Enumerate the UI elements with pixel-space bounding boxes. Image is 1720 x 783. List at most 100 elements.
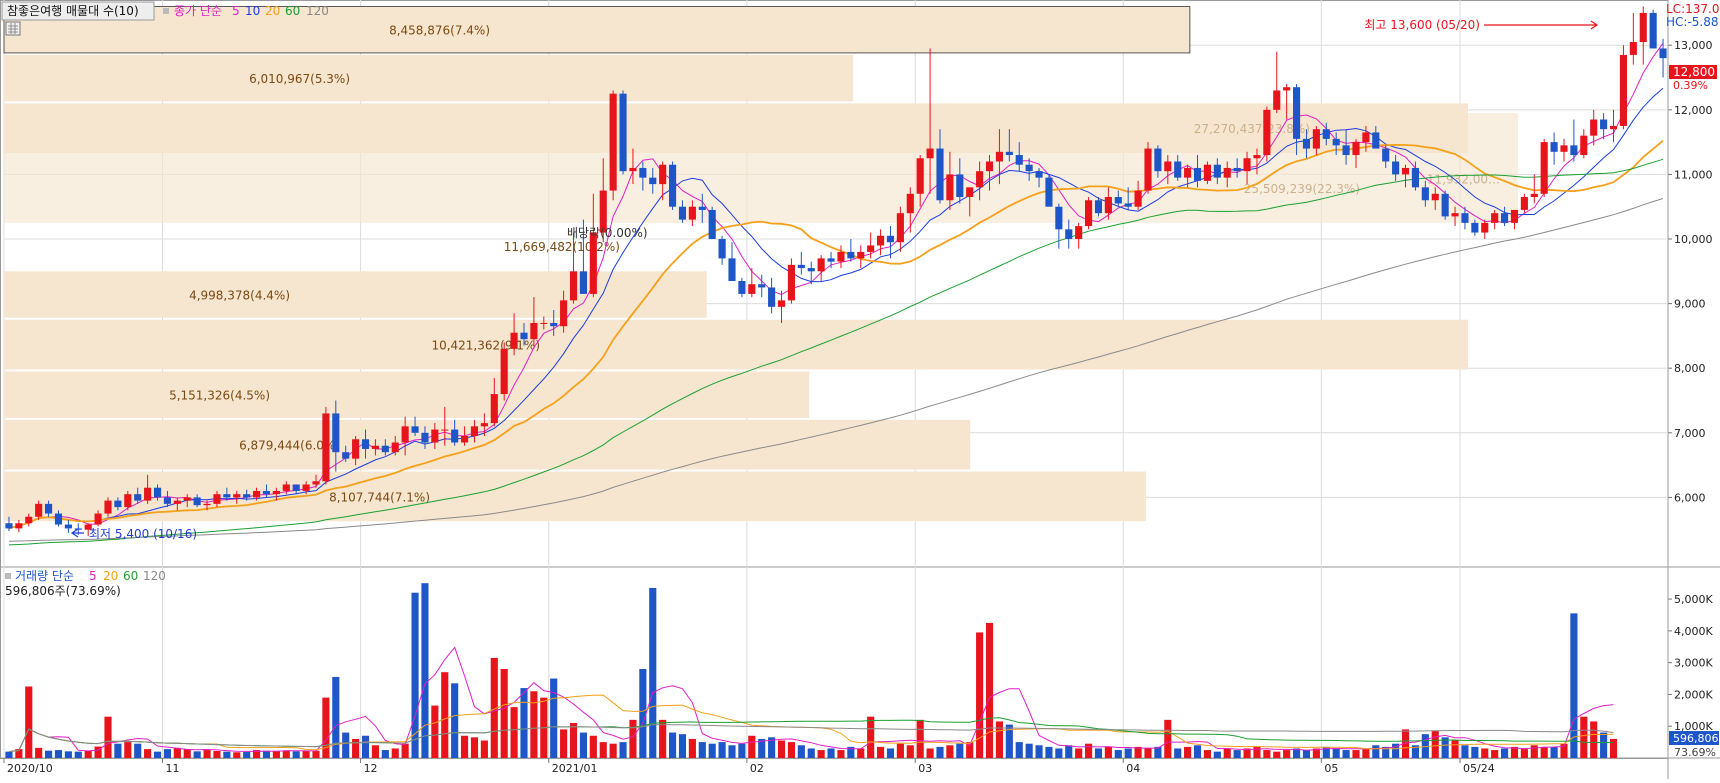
candle-body[interactable] [183,497,191,501]
volume-bar[interactable] [827,748,835,758]
volume-bar[interactable] [223,751,231,758]
volume-bar[interactable] [1213,751,1221,758]
volume-bar[interactable] [480,740,488,758]
volume-bar[interactable] [510,707,518,758]
volume-bar[interactable] [599,742,607,758]
ma120-legend[interactable]: 120 [306,4,329,18]
volume-bar[interactable] [461,735,469,758]
vol-ma120-legend[interactable]: 120 [143,569,166,583]
volume-bar[interactable] [153,751,162,758]
candle-body[interactable] [1461,213,1469,223]
candle-body[interactable] [1035,171,1043,178]
volume-bar[interactable] [797,745,805,758]
volume-bar[interactable] [1580,716,1588,758]
candle-body[interactable] [1342,145,1350,156]
candle-body[interactable] [114,500,122,508]
candle-body[interactable] [758,284,766,288]
volume-bar[interactable] [1184,746,1192,758]
candle-body[interactable] [1372,132,1380,149]
volume-bar[interactable] [183,749,191,758]
candle-body[interactable] [1213,164,1221,178]
volume-bar[interactable] [470,737,479,758]
volume-bar[interactable] [1273,751,1281,758]
volume-bar[interactable] [203,750,211,758]
candle-body[interactable] [985,161,994,172]
candle-body[interactable] [560,300,568,327]
candle-body[interactable] [312,481,320,485]
volume-bar[interactable] [1045,746,1053,758]
volume-bar[interactable] [1540,746,1548,758]
candle-body[interactable] [1520,197,1528,210]
volume-bar[interactable] [718,742,726,758]
volume-bar[interactable] [1005,724,1013,758]
volume-bar[interactable] [916,719,924,758]
volume-bar[interactable] [64,751,72,758]
volume-bar[interactable] [698,742,706,758]
candle-body[interactable] [609,93,617,191]
volume-bar[interactable] [1233,750,1241,758]
candle-body[interactable] [569,271,578,301]
candle-body[interactable] [480,423,488,427]
candle-body[interactable] [659,164,667,185]
candle-body[interactable] [1471,222,1479,233]
volume-bar[interactable] [5,751,13,758]
candle-body[interactable] [837,251,845,262]
volume-bar[interactable] [1362,748,1370,758]
candle-body[interactable] [35,503,43,517]
volume-bar[interactable] [124,742,132,758]
volume-bar[interactable] [1253,746,1261,758]
volume-bar[interactable] [678,734,687,758]
candle-body[interactable] [1164,161,1172,172]
volume-bar[interactable] [1104,746,1112,758]
candle-body[interactable] [1223,167,1231,178]
candle-body[interactable] [1352,142,1360,156]
volume-bar[interactable] [1312,748,1320,758]
volume-bar[interactable] [926,748,934,758]
volume-bar[interactable] [1441,737,1449,758]
volume-bar[interactable] [1065,745,1073,758]
candle-body[interactable] [619,93,627,172]
candle-body[interactable] [956,174,964,198]
volume-bar[interactable] [659,719,667,758]
volume-bar[interactable] [708,743,716,758]
volume-bar[interactable] [1342,750,1350,758]
candle-body[interactable] [411,426,419,433]
candle-body[interactable] [74,528,82,530]
volume-bar[interactable] [1015,742,1023,758]
candle-body[interactable] [381,445,389,453]
candle-body[interactable] [15,523,23,529]
volume-bar[interactable] [54,750,63,758]
candle-body[interactable] [540,322,548,324]
volume-bar[interactable] [985,622,994,758]
candle-body[interactable] [520,332,528,340]
volume-bar[interactable] [609,743,617,758]
volume-bar[interactable] [25,686,33,758]
volume-bar[interactable] [1302,750,1311,758]
volume-bar[interactable] [1530,745,1538,758]
candle-body[interactable] [1570,145,1578,156]
candle-body[interactable] [649,177,657,185]
candle-body[interactable] [1590,119,1598,136]
candle-body[interactable] [926,148,934,159]
candle-body[interactable] [1302,138,1311,149]
candle-body[interactable] [1065,229,1073,240]
candle-body[interactable] [282,484,290,491]
volume-bar[interactable] [579,732,587,758]
candle-body[interactable] [45,503,53,514]
volume-bar[interactable] [322,697,330,758]
candle-body[interactable] [688,206,696,220]
volume-bar[interactable] [1382,746,1390,758]
candle-body[interactable] [1392,161,1400,175]
candle-body[interactable] [1659,48,1667,59]
volume-bar[interactable] [966,742,974,758]
volume-bar[interactable] [361,735,370,758]
candle-body[interactable] [1243,158,1251,172]
volume-bar[interactable] [441,672,449,758]
volume-bar[interactable] [213,751,221,758]
candle-body[interactable] [817,258,825,272]
volume-bar[interactable] [847,746,855,758]
volume-bar[interactable] [1461,745,1469,758]
candle-body[interactable] [391,442,399,453]
volume-bar[interactable] [1590,721,1598,758]
candle-body[interactable] [1441,193,1449,217]
